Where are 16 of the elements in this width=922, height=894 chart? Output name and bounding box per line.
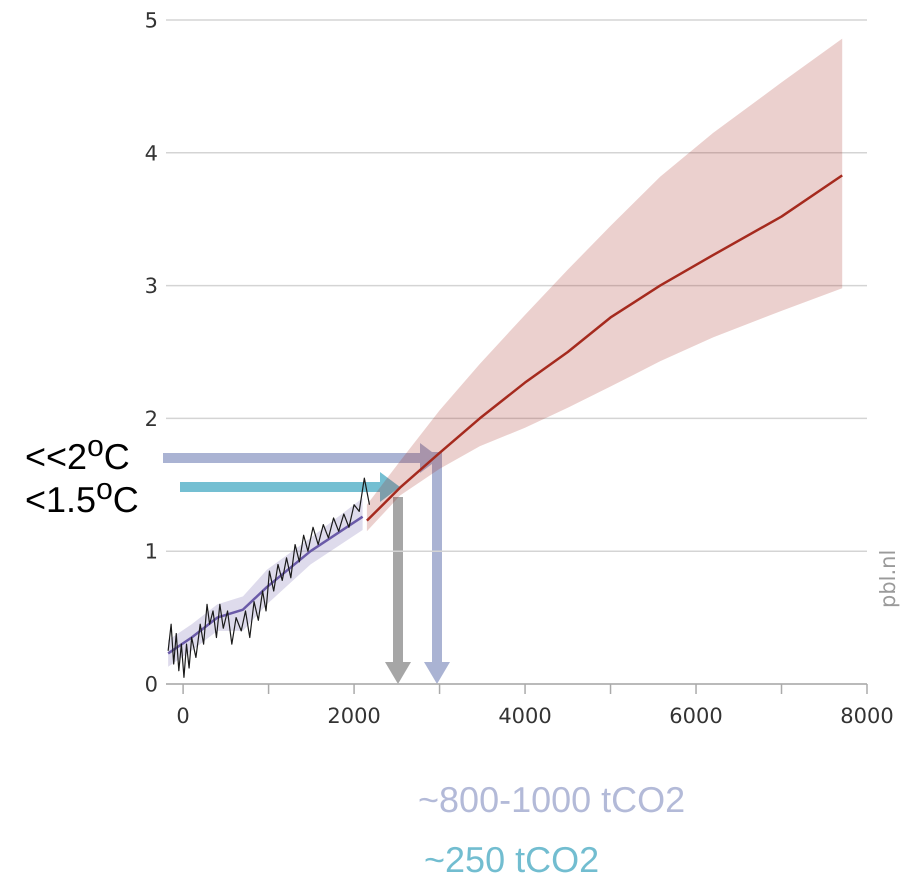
y-tick-label: 2 <box>144 406 158 431</box>
y-tick-label: 5 <box>144 8 158 32</box>
x-tick-label: 2000 <box>327 704 381 728</box>
line-series <box>366 174 844 522</box>
text: ~800-1000 tCO2 <box>418 778 686 822</box>
y-tick-label: 3 <box>144 274 158 298</box>
x-tick-label: 6000 <box>669 704 723 728</box>
line-series <box>168 478 370 678</box>
x-tick-label: 4000 <box>498 704 552 728</box>
x-tick-label: 8000 <box>840 704 894 728</box>
y-tick-label: 0 <box>144 672 158 696</box>
text: ~250 tCO2 <box>424 838 600 882</box>
y-tick-label: 1 <box>144 540 158 564</box>
x-tick-label: 0 <box>176 704 190 728</box>
y-tick-label: 4 <box>144 141 158 166</box>
text: pbl.nl <box>875 550 901 608</box>
